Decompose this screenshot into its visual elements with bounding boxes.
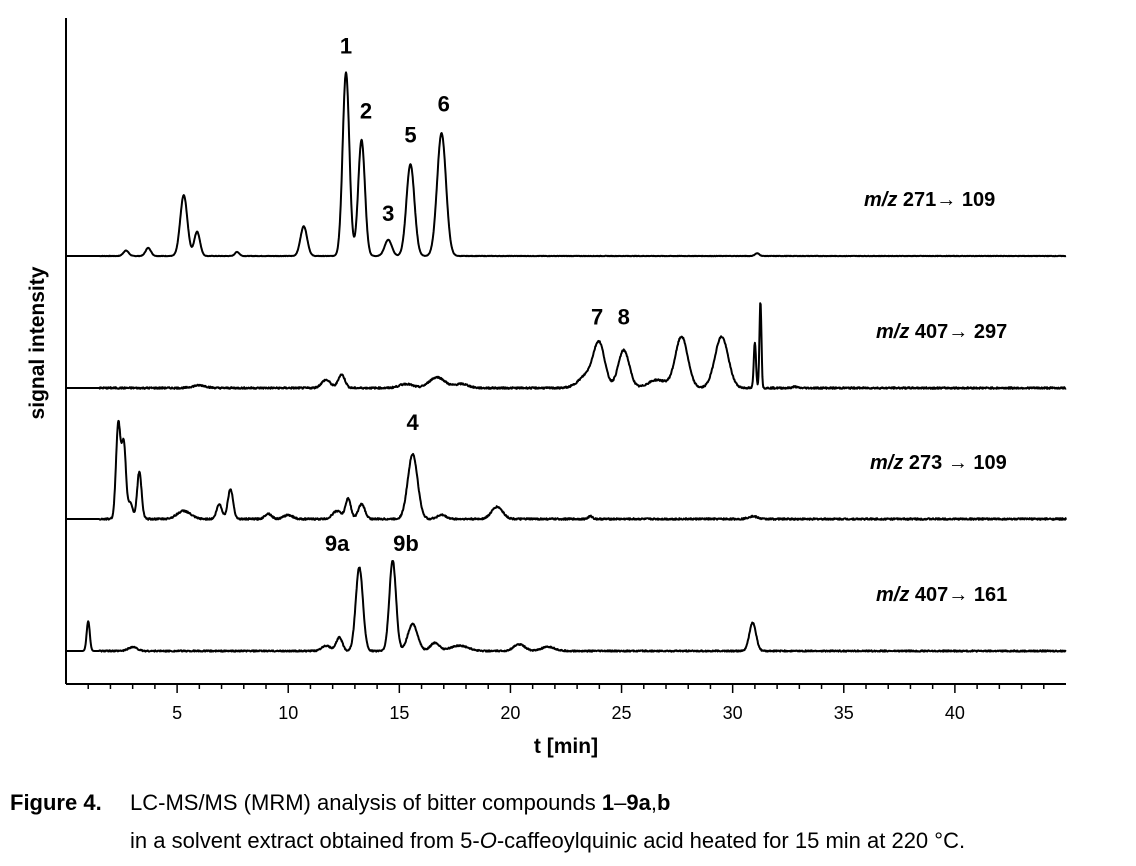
chart-axes: 5 10 15 20 25 30 35 40t [min]signal intensity bbox=[26, 18, 1066, 758]
x-tick-label: 40 bbox=[945, 703, 965, 723]
peak-label: 5 bbox=[404, 123, 416, 148]
peak-label: 9b bbox=[393, 531, 419, 556]
peak-label: 3 bbox=[382, 201, 394, 226]
trace-label-mz: m/z bbox=[870, 452, 903, 474]
trace-label-mz: m/z bbox=[864, 189, 897, 211]
trace-label: m/z 273 → 109 bbox=[870, 452, 1007, 474]
x-axis-title: t [min] bbox=[534, 735, 598, 758]
compound-ref: 9a bbox=[626, 790, 651, 815]
peak-label: 2 bbox=[360, 98, 372, 123]
trace-label-mz: m/z bbox=[876, 584, 909, 606]
caption-dash: – bbox=[614, 790, 627, 815]
trace-line bbox=[65, 419, 1067, 521]
peak-label: 8 bbox=[618, 305, 630, 330]
caption-text: LC-MS/MS (MRM) analysis of bitter compou… bbox=[130, 790, 602, 815]
trace-label: m/z 407→ 161 bbox=[876, 584, 1007, 606]
peak-label: 4 bbox=[407, 410, 420, 435]
x-tick-label: 25 bbox=[612, 703, 632, 723]
compound-ref: b bbox=[657, 790, 671, 815]
x-tick-label: 10 bbox=[278, 703, 298, 723]
trace-label-transition: 407→ 161 bbox=[909, 584, 1007, 606]
caption-comma: , bbox=[650, 790, 658, 815]
x-tick-label: 5 bbox=[172, 703, 182, 723]
trace-label-transition: 407→ 297 bbox=[909, 321, 1007, 343]
compound-ref: 1 bbox=[601, 790, 615, 815]
caption-text: -caffeoylquinic acid heated for 15 min a… bbox=[496, 828, 966, 853]
trace-line bbox=[65, 71, 1067, 258]
chromatogram-chart: 5 10 15 20 25 30 35 40t [min]signal intensity m… bbox=[26, 18, 1067, 758]
peak-label: 9a bbox=[325, 531, 350, 556]
chart-labels: m/z 271→ 109 1 2 3 56 m/z 407→ 297 7 8 m/z 273 →… bbox=[325, 34, 1007, 607]
peak-label: 1 bbox=[340, 34, 352, 59]
caption-line-2: in a solvent extract obtained from 5-O-c… bbox=[10, 822, 1130, 860]
chart-traces bbox=[65, 71, 1067, 653]
caption-line-1: LC-MS/MS (MRM) analysis of bitter compou… bbox=[130, 784, 670, 822]
caption-text: in a solvent extract obtained from 5- bbox=[130, 828, 480, 853]
x-tick-label: 20 bbox=[500, 703, 520, 723]
trace-label: m/z 407→ 297 bbox=[876, 321, 1007, 343]
caption-italic: O bbox=[479, 828, 497, 853]
x-tick-label: 35 bbox=[834, 703, 854, 723]
trace-line bbox=[65, 302, 1067, 390]
figure-caption: Figure 4. LC-MS/MS (MRM) analysis of bit… bbox=[10, 784, 1130, 860]
trace-label-mz: m/z bbox=[876, 321, 909, 343]
trace-label: m/z 271→ 109 bbox=[864, 189, 995, 211]
trace-label-transition: 271→ 109 bbox=[897, 189, 995, 211]
trace-label-transition: 273 → 109 bbox=[903, 452, 1006, 474]
peak-label: 6 bbox=[438, 92, 450, 117]
trace-line bbox=[65, 560, 1067, 653]
x-tick-label: 15 bbox=[389, 703, 409, 723]
peak-label: 7 bbox=[591, 305, 603, 330]
y-axis-title: signal intensity bbox=[26, 266, 49, 419]
figure-number: Figure 4. bbox=[10, 790, 102, 815]
x-tick-label: 30 bbox=[723, 703, 743, 723]
